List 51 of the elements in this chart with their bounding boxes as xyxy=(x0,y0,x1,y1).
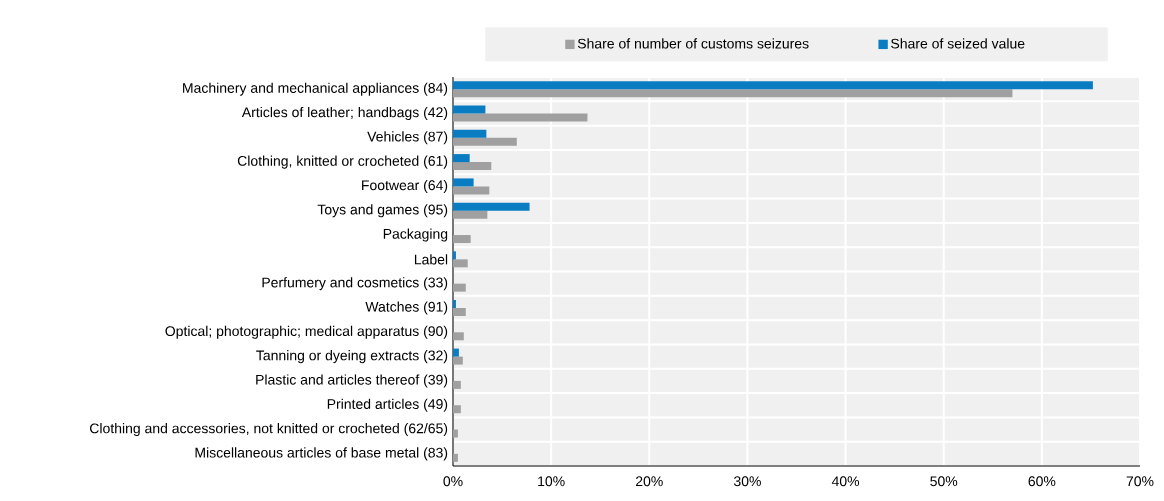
x-tick-label: 60% xyxy=(1028,476,1056,487)
y-tick-label: Packaging xyxy=(383,228,448,242)
bar xyxy=(453,235,471,244)
x-tick-label: 20% xyxy=(635,476,663,487)
bar xyxy=(453,348,459,357)
bar xyxy=(453,154,470,163)
bar xyxy=(453,81,1093,90)
bar xyxy=(453,251,456,260)
y-tick-label: Printed articles (49) xyxy=(327,398,448,412)
y-tick-label: Perfumery and cosmetics (33) xyxy=(262,277,448,291)
y-tick-label: Label xyxy=(414,254,448,265)
bar xyxy=(453,210,488,219)
y-tick-label: Clothing and accessories, not knitted or crocheted (62/65) xyxy=(90,423,448,437)
bar xyxy=(453,429,458,438)
bar xyxy=(453,259,468,268)
bar xyxy=(453,307,466,316)
y-tick-label: Machinery and mechanical appliances (84) xyxy=(183,82,448,96)
bar xyxy=(453,178,474,187)
bar xyxy=(453,332,464,341)
x-tick-label: 0% xyxy=(443,476,463,487)
y-tick-label: Miscellaneous articles of base metal (83) xyxy=(195,447,448,461)
bar xyxy=(453,405,461,414)
y-tick-label: Plastic and articles thereof (39) xyxy=(256,374,448,388)
legend-label: Share of seized value xyxy=(891,38,1025,49)
y-tick-label: Vehicles (87) xyxy=(367,131,448,145)
bar xyxy=(453,202,530,211)
y-tick-label: Footwear (64) xyxy=(362,179,448,193)
x-tick-label: 30% xyxy=(733,476,761,487)
y-tick-label: Tanning or dyeing extracts (32) xyxy=(256,350,448,364)
y-tick-label: Clothing, knitted or crocheted (61) xyxy=(237,155,448,169)
bar xyxy=(453,129,487,138)
bar xyxy=(453,356,463,365)
legend-label: Share of number of customs seizures xyxy=(577,38,809,49)
bar xyxy=(453,137,517,146)
y-tick-label: Articles of leather; handbags (42) xyxy=(241,106,448,120)
bar xyxy=(453,453,458,462)
y-tick-label: Watches (91) xyxy=(365,301,448,315)
x-tick-label: 40% xyxy=(831,476,860,487)
bar xyxy=(453,380,461,389)
x-tick-label: 70% xyxy=(1126,476,1154,487)
bar xyxy=(453,186,490,195)
bar xyxy=(453,113,588,122)
bar xyxy=(453,105,486,114)
x-tick-label: 10% xyxy=(538,476,565,487)
bar xyxy=(453,299,456,308)
bar xyxy=(453,162,492,171)
bar xyxy=(453,89,1013,98)
bar xyxy=(453,283,466,292)
y-tick-label: Toys and games (95) xyxy=(317,204,448,218)
y-tick-label: Optical; photographic; medical apparatus (90) xyxy=(165,325,448,339)
x-tick-label: 50% xyxy=(930,476,958,487)
